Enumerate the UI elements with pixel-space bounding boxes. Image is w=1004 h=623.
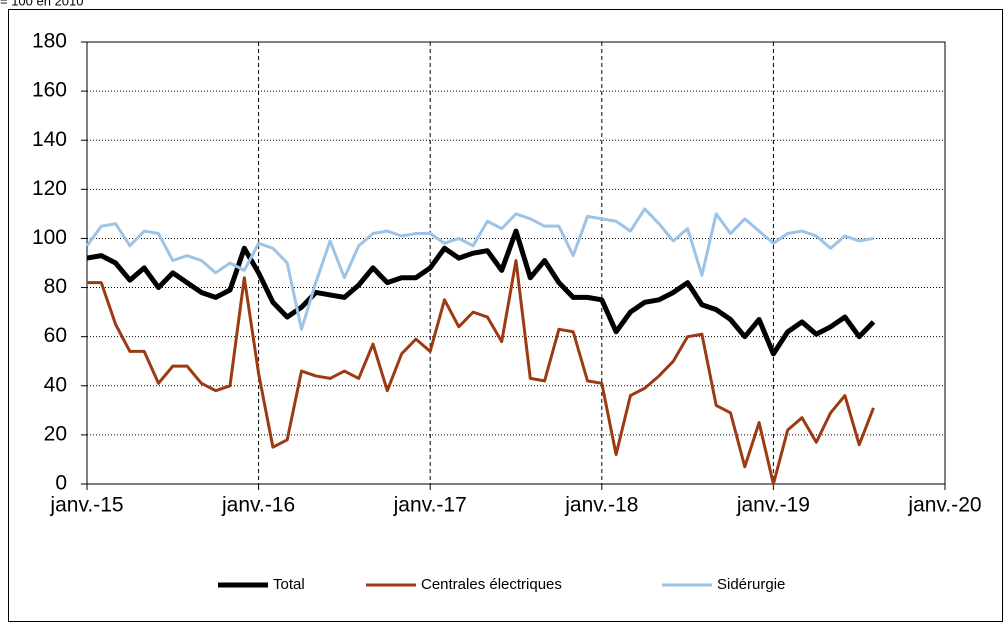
- series-line: [86, 228, 876, 357]
- series-line: [87, 259, 875, 486]
- legend-label: Total: [273, 576, 305, 593]
- y-tick-label: 40: [44, 373, 67, 396]
- legend-label: Centrales électriques: [421, 576, 562, 593]
- x-tick-label: janv.-19: [736, 494, 810, 517]
- chart-frame: [8, 9, 1003, 622]
- y-tick-label: 100: [32, 226, 67, 249]
- y-tick-label: 160: [32, 79, 67, 102]
- y-tick-label: 120: [32, 177, 67, 200]
- x-tick-label: janv.-15: [49, 494, 123, 517]
- x-tick-label: janv.-20: [907, 494, 981, 517]
- plot-frame: [86, 41, 946, 485]
- x-tick-label: janv.-17: [393, 494, 467, 517]
- chart-note: = 100 en 2010: [0, 0, 84, 8]
- legend-label: Sidérurgie: [717, 576, 785, 593]
- y-tick-label: 80: [44, 275, 67, 298]
- series-line: [85, 207, 874, 331]
- x-tick-label: janv.-16: [221, 494, 295, 517]
- y-tick-label: 180: [32, 30, 67, 53]
- x-tick-label: janv.-18: [564, 494, 638, 517]
- y-tick-label: 60: [44, 324, 67, 347]
- y-tick-label: 0: [55, 472, 67, 495]
- y-tick-label: 140: [32, 128, 67, 151]
- y-tick-label: 20: [44, 422, 67, 445]
